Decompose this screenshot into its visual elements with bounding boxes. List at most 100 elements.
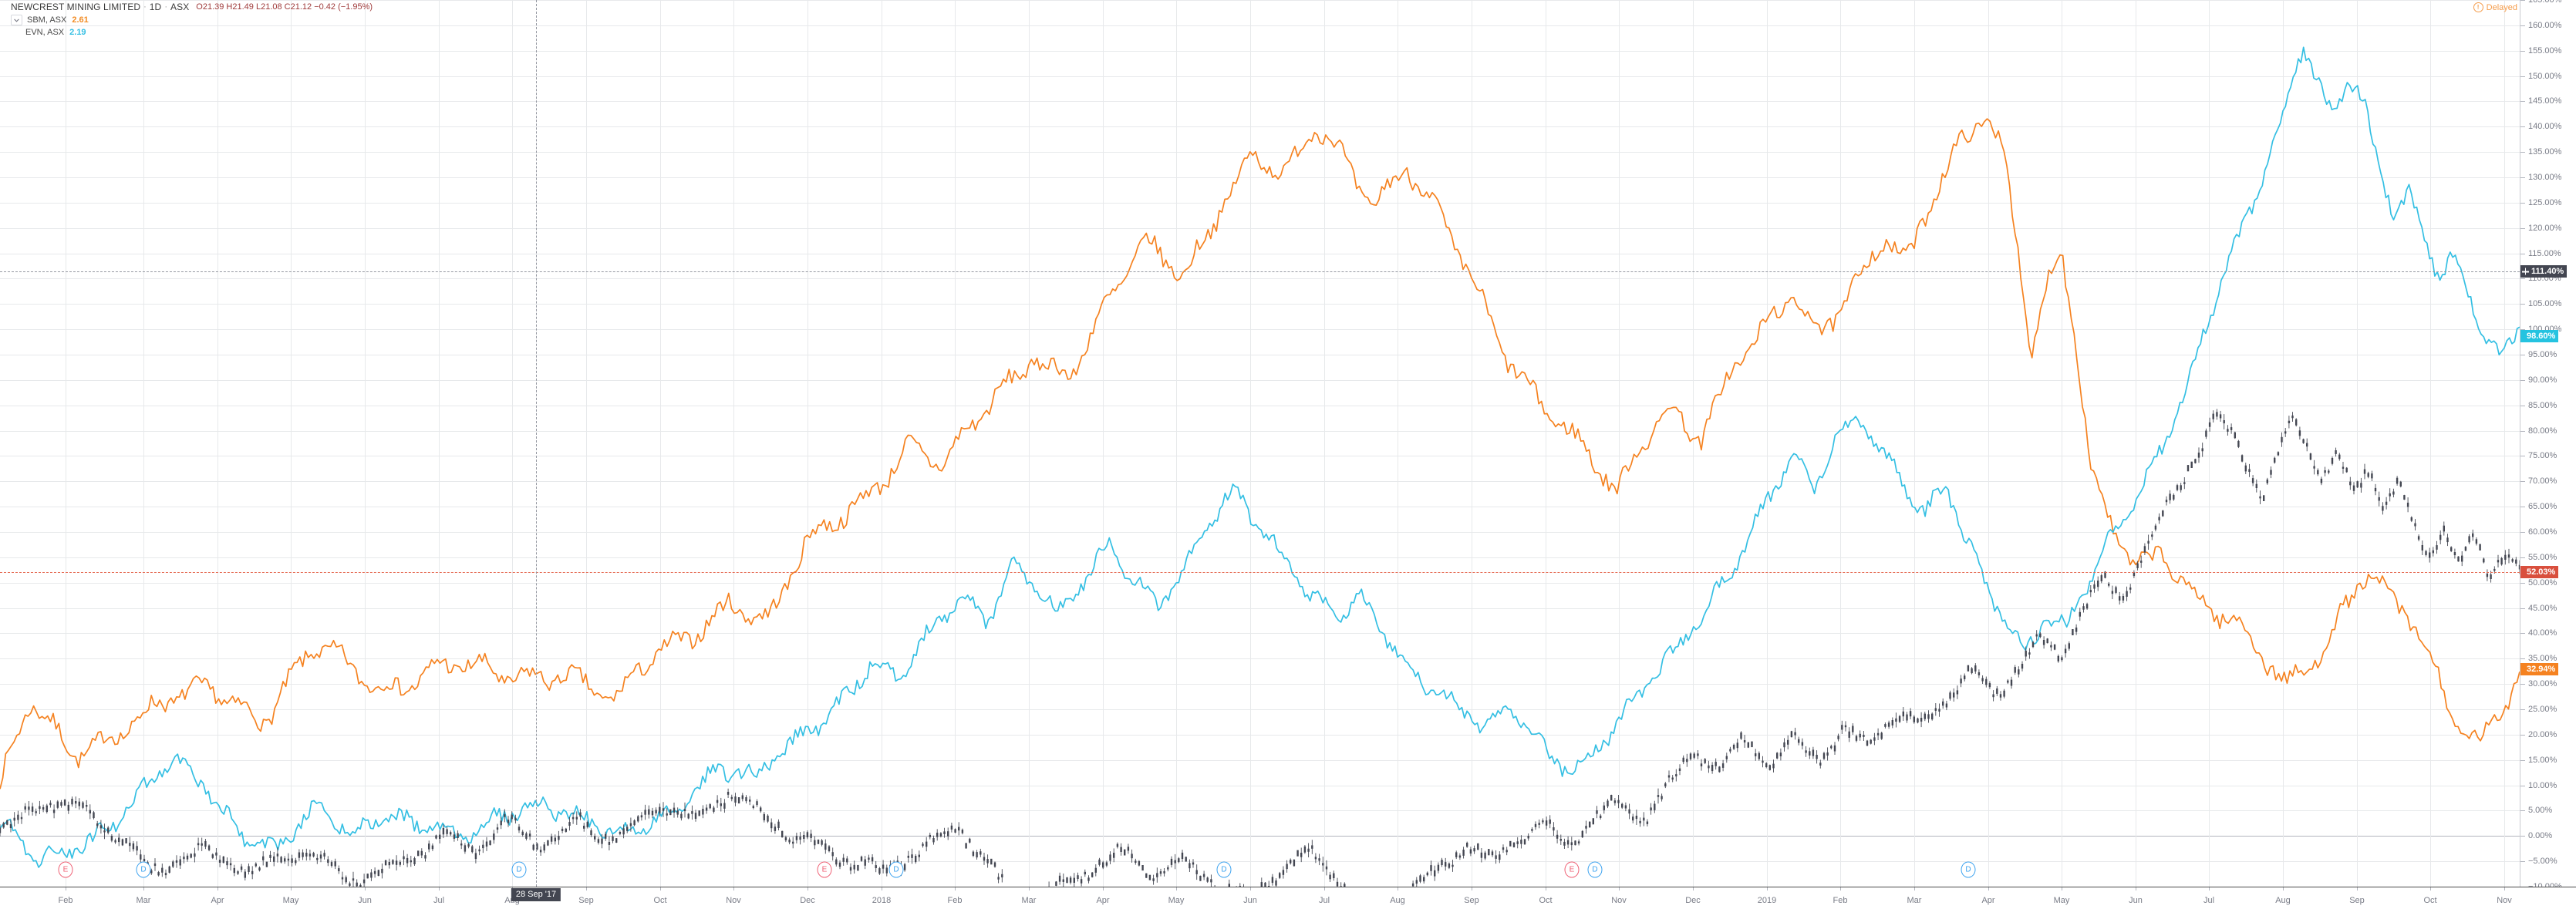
gridline-horizontal: [0, 557, 2520, 558]
symbol-title[interactable]: NEWCREST MINING LIMITED: [11, 1, 141, 12]
legend-row-sbm[interactable]: SBM, ASX 2.61: [11, 15, 373, 25]
price-axis-tick: [2520, 329, 2525, 331]
gridline-horizontal: [0, 608, 2520, 609]
time-axis-label: Jun: [1243, 896, 1257, 905]
interval-label[interactable]: 1D: [149, 1, 162, 12]
chevron-down-icon[interactable]: [11, 15, 22, 25]
time-axis-tick: [217, 887, 218, 890]
chart-series-layer: [0, 46, 2520, 887]
event-marker-e[interactable]: E: [817, 861, 832, 878]
price-axis-tick: [2520, 684, 2525, 685]
gridline-vertical: [291, 0, 292, 887]
gridline-horizontal: [0, 278, 2520, 280]
legend-symbol-evn[interactable]: EVN, ASX: [25, 27, 65, 37]
legend-row-evn[interactable]: EVN, ASX 2.19: [11, 27, 373, 38]
gridline-vertical: [1767, 0, 1768, 887]
time-axis-tick: [1103, 887, 1104, 890]
time-axis-tick: [291, 887, 292, 890]
price-axis-label: 70.00%: [2528, 476, 2557, 486]
gridline-horizontal: [0, 152, 2520, 153]
crosshair-plus-icon: [2522, 268, 2529, 275]
gridline-horizontal: [0, 836, 2520, 837]
gridline-horizontal: [0, 0, 2520, 1]
gridline-horizontal: [0, 25, 2520, 26]
time-axis-tick: [1619, 887, 1620, 890]
price-axis-label: −5.00%: [2528, 857, 2557, 867]
gridline-vertical: [1693, 0, 1694, 887]
price-axis-label: 10.00%: [2528, 780, 2557, 790]
gridline-vertical: [143, 0, 144, 887]
chart-legend: NEWCREST MINING LIMITED · 1D · ASX O21.3…: [11, 2, 373, 38]
event-marker-e[interactable]: E: [1564, 861, 1580, 878]
price-axis-label: 35.00%: [2528, 654, 2557, 664]
sbm-last-price-badge: 32.94%: [2520, 662, 2559, 675]
time-axis-tick: [1767, 887, 1768, 890]
time-axis-label: Aug: [2275, 896, 2291, 905]
price-axis[interactable]: 165.00% 160.00% 155.00% 150.00% 145.00% 140.0…: [2520, 0, 2576, 891]
gridline-horizontal: [0, 304, 2520, 305]
time-axis-tick: [1029, 887, 1030, 890]
time-axis-tick: [2504, 887, 2505, 890]
price-axis-tick: [2520, 582, 2525, 584]
time-axis-label: Jul: [433, 896, 445, 905]
price-axis-label: 145.00%: [2528, 96, 2562, 106]
time-axis-label: Oct: [1539, 896, 1553, 905]
gridline-vertical: [1324, 0, 1325, 887]
price-axis-label: 85.00%: [2528, 400, 2557, 410]
legend-symbol-sbm[interactable]: SBM, ASX: [27, 15, 67, 25]
price-axis-label: 45.00%: [2528, 603, 2557, 613]
event-marker-e[interactable]: E: [58, 861, 73, 878]
delayed-label: Delayed: [2486, 2, 2517, 12]
event-marker-d[interactable]: D: [136, 861, 151, 878]
gridline-horizontal: [0, 532, 2520, 533]
price-axis-tick: [2520, 278, 2525, 280]
event-marker-d[interactable]: D: [888, 861, 904, 878]
time-axis-label: Mar: [136, 896, 151, 905]
evn-last-price-badge: 98.60%: [2520, 330, 2559, 343]
price-axis-label: 105.00%: [2528, 299, 2562, 309]
time-axis-tick: [660, 887, 661, 890]
price-axis-label: 140.00%: [2528, 122, 2562, 132]
price-axis-tick: [2520, 557, 2525, 558]
price-axis-tick: [2520, 227, 2525, 229]
time-axis-label: Nov: [2497, 896, 2512, 905]
price-axis-label: 25.00%: [2528, 705, 2557, 714]
time-axis-label: Apr: [1096, 896, 1110, 905]
time-axis-label: Apr: [1981, 896, 1995, 905]
gridline-vertical: [217, 0, 218, 887]
time-axis-label: Jul: [2203, 896, 2215, 905]
gridline-vertical: [512, 0, 513, 887]
gridline-vertical: [660, 0, 661, 887]
legend-main-row[interactable]: NEWCREST MINING LIMITED · 1D · ASX O21.3…: [11, 2, 373, 12]
event-marker-d[interactable]: D: [1216, 861, 1232, 878]
time-axis-label: Oct: [2423, 896, 2437, 905]
price-axis-tick: [2520, 152, 2525, 153]
gridline-vertical: [586, 0, 587, 887]
price-axis-tick: [2520, 101, 2525, 103]
legend-value-evn: 2.19: [69, 27, 86, 37]
price-axis-label: 60.00%: [2528, 527, 2557, 537]
event-marker-d[interactable]: D: [511, 861, 527, 878]
gridline-vertical: [2283, 0, 2284, 887]
time-axis-label: Dec: [800, 896, 815, 905]
price-axis-label: 15.00%: [2528, 755, 2557, 765]
time-axis-label: Jul: [1318, 896, 1330, 905]
time-axis[interactable]: Feb Mar Apr May Jun Jul Aug Sep Oct Nov Dec 2018 Feb…: [0, 887, 2576, 909]
gridline-horizontal: [0, 734, 2520, 736]
price-axis-label: 0.00%: [2528, 831, 2553, 841]
time-axis-tick: [2430, 887, 2431, 890]
time-axis-tick: [143, 887, 144, 890]
gridline-horizontal: [0, 50, 2520, 52]
price-axis-tick: [2520, 379, 2525, 381]
gridline-horizontal: [0, 126, 2520, 128]
gridline-vertical: [2209, 0, 2210, 887]
event-marker-d[interactable]: D: [1961, 861, 1976, 878]
delayed-data-badge[interactable]: ! Delayed: [2473, 2, 2517, 12]
gridline-vertical: [1988, 0, 1989, 887]
gridline-horizontal: [0, 709, 2520, 710]
event-marker-d[interactable]: D: [1587, 861, 1603, 878]
gridline-horizontal: [0, 810, 2520, 812]
time-axis-tick: [2357, 887, 2358, 890]
gridline-vertical: [1914, 0, 1915, 887]
